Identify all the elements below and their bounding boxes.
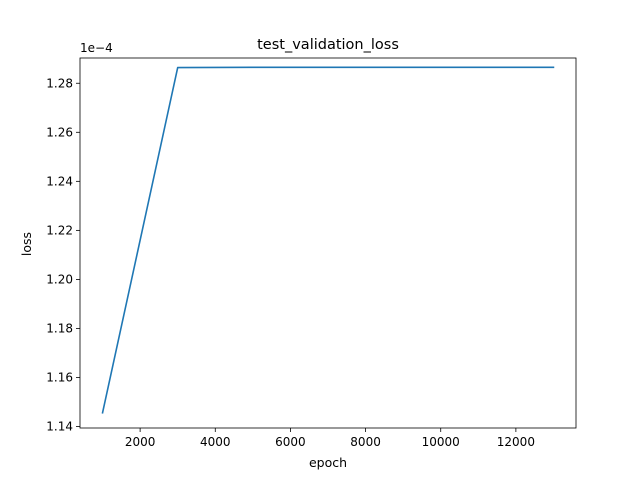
y-tick-label: 1.22 (46, 223, 73, 237)
y-tick-label: 1.28 (46, 76, 73, 90)
series-line (101, 66, 555, 414)
x-axis-label: epoch (309, 455, 347, 470)
x-tick-label: 6000 (275, 435, 306, 449)
y-tick-label: 1.16 (46, 370, 73, 384)
x-tick-label: 8000 (350, 435, 381, 449)
x-axis-ticks: 2000 4000 6000 8000 10000 12000 (125, 428, 535, 449)
y-tick-label: 1.20 (46, 272, 73, 286)
x-tick-label: 10000 (422, 435, 460, 449)
chart-title: test_validation_loss (257, 37, 399, 53)
y-offset-label: 1e−4 (80, 41, 113, 55)
x-tick-label: 2000 (125, 435, 156, 449)
y-tick-label: 1.26 (46, 125, 73, 139)
y-tick-label: 1.14 (46, 420, 73, 434)
plot-frame (79, 57, 577, 429)
y-tick-label: 1.18 (46, 321, 73, 335)
y-axis-ticks: 1.14 1.16 1.18 1.20 1.22 1.24 1.26 1.28 (46, 76, 80, 434)
x-tick-label: 4000 (200, 435, 231, 449)
x-tick-label: 12000 (497, 435, 535, 449)
series-layer (101, 66, 555, 414)
y-axis-label: loss (19, 232, 34, 256)
y-tick-label: 1.24 (46, 174, 73, 188)
